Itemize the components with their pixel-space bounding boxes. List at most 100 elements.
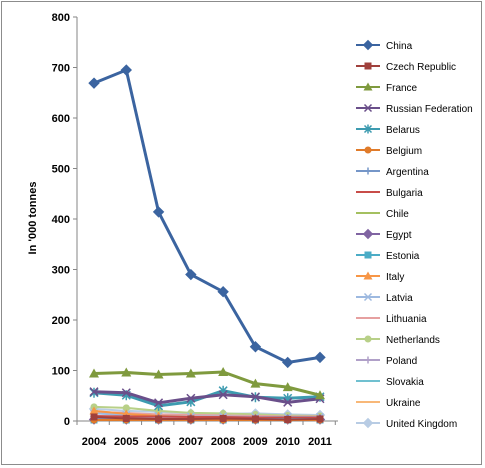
y-tick-label: 200 bbox=[52, 315, 70, 327]
data-point bbox=[250, 392, 260, 402]
legend-item: Italy bbox=[356, 271, 404, 283]
series-line bbox=[93, 415, 321, 421]
data-point bbox=[250, 378, 261, 388]
legend-marker bbox=[363, 103, 373, 113]
data-point bbox=[186, 393, 196, 403]
data-point bbox=[217, 286, 229, 298]
legend-label: Netherlands bbox=[386, 335, 440, 346]
data-point bbox=[218, 367, 229, 377]
legend-item: Ukraine bbox=[356, 398, 421, 409]
legend-item: Belarus bbox=[356, 124, 420, 136]
legend-marker bbox=[364, 251, 372, 259]
legend-item: Argentina bbox=[356, 167, 429, 178]
data-point bbox=[88, 77, 100, 89]
legend-item: Chile bbox=[356, 209, 409, 220]
y-tick-label: 400 bbox=[52, 214, 70, 226]
data-point bbox=[120, 64, 132, 76]
legend-label: Egypt bbox=[386, 230, 412, 241]
legend-label: Estonia bbox=[386, 251, 420, 262]
data-point bbox=[218, 390, 228, 400]
series-line bbox=[93, 67, 321, 364]
legend-label: Bulgaria bbox=[386, 188, 423, 199]
data-point bbox=[154, 398, 164, 408]
y-tick-label: 600 bbox=[52, 113, 70, 125]
legend-label: Latvia bbox=[386, 293, 413, 304]
data-point bbox=[315, 390, 325, 400]
data-point bbox=[122, 414, 130, 422]
legend-marker bbox=[363, 82, 373, 91]
data-point bbox=[185, 268, 197, 281]
x-tick-label: 2009 bbox=[243, 436, 267, 448]
x-tick-label: 2010 bbox=[275, 436, 299, 448]
data-point bbox=[249, 341, 262, 353]
legend-label: Czech Republic bbox=[386, 62, 456, 73]
data-point bbox=[153, 369, 164, 379]
y-tick-label: 100 bbox=[52, 366, 70, 378]
legend-label: United Kingdom bbox=[386, 419, 457, 430]
data-point bbox=[314, 351, 326, 364]
legend-item: Russian Federation bbox=[356, 103, 473, 115]
series-line bbox=[93, 405, 321, 417]
legend-label: Argentina bbox=[386, 167, 429, 178]
data-point bbox=[155, 415, 163, 423]
legend-marker bbox=[363, 292, 373, 302]
data-point bbox=[152, 206, 165, 218]
legend-marker bbox=[364, 167, 372, 175]
x-tick-label: 2011 bbox=[308, 436, 332, 448]
legend-item: Czech Republic bbox=[356, 62, 456, 73]
x-tick-label: 2005 bbox=[114, 436, 138, 448]
series-czech-republic bbox=[90, 413, 324, 423]
data-point bbox=[187, 415, 195, 423]
legend-item: Latvia bbox=[356, 292, 413, 304]
x-tick-label: 2004 bbox=[82, 436, 107, 448]
legend-item: China bbox=[356, 39, 413, 52]
y-tick-label: 700 bbox=[52, 63, 70, 75]
legend-marker bbox=[364, 146, 372, 154]
y-tick-label: 300 bbox=[52, 265, 70, 277]
data-point bbox=[90, 413, 98, 421]
data-point bbox=[121, 367, 132, 377]
plot-area: 0 100 200 300 400 500 600 700 800 2004 2005 2006 200… bbox=[52, 12, 338, 448]
legend-item: Egypt bbox=[356, 228, 412, 241]
legend-marker bbox=[362, 417, 374, 429]
legend-label: Belgium bbox=[386, 146, 422, 157]
legend-label: Lithuania bbox=[386, 314, 427, 325]
legend-item: France bbox=[356, 82, 418, 94]
legend-label: Russian Federation bbox=[386, 104, 473, 115]
legend-marker bbox=[364, 62, 372, 70]
legend-label: Poland bbox=[386, 356, 417, 367]
legend-marker bbox=[362, 39, 374, 51]
legend-item: Poland bbox=[356, 356, 417, 367]
y-tick-label: 0 bbox=[64, 416, 70, 428]
legend-label: Ukraine bbox=[386, 398, 421, 409]
data-point bbox=[185, 368, 196, 378]
data-point bbox=[316, 415, 324, 423]
legend-item: Estonia bbox=[356, 251, 420, 262]
series-china bbox=[88, 64, 326, 369]
data-point bbox=[89, 406, 99, 415]
y-tick-label: 500 bbox=[52, 164, 70, 176]
data-point bbox=[121, 388, 131, 398]
data-point bbox=[282, 382, 293, 392]
legend-marker bbox=[364, 356, 372, 364]
data-point bbox=[219, 414, 227, 422]
legend-item: Slovakia bbox=[356, 377, 424, 388]
data-point bbox=[122, 404, 130, 412]
legend-label: Chile bbox=[386, 209, 409, 220]
data-point bbox=[89, 387, 99, 397]
data-point bbox=[284, 415, 292, 423]
y-axis-label: In '000 tonnes bbox=[27, 182, 39, 255]
legend-label: Belarus bbox=[386, 125, 420, 136]
legend-label: Slovakia bbox=[386, 377, 424, 388]
legend-marker bbox=[363, 271, 373, 280]
series-france bbox=[89, 367, 325, 400]
legend: China Czech Republic France Russian Federat… bbox=[356, 39, 473, 430]
legend-label: Italy bbox=[386, 272, 404, 283]
legend-item: United Kingdom bbox=[356, 417, 457, 430]
series-line bbox=[93, 390, 321, 405]
legend-label: France bbox=[386, 83, 418, 94]
legend-marker bbox=[364, 335, 372, 343]
x-tick-label: 2008 bbox=[211, 436, 235, 448]
